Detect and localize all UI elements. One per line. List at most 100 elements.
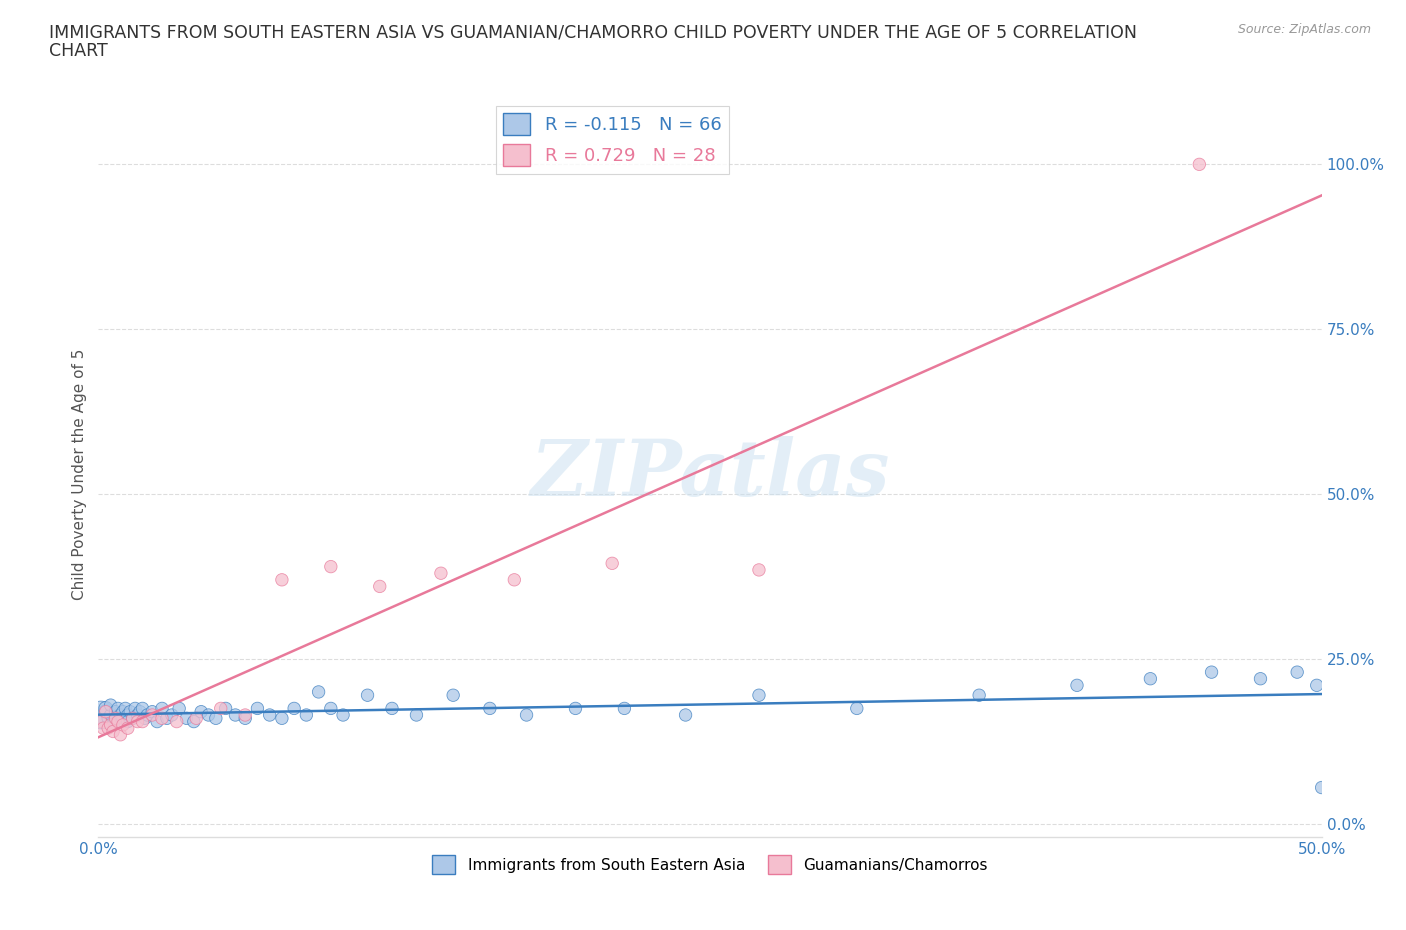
Point xyxy=(356,688,378,703)
Legend: Immigrants from South Eastern Asia, Guamanians/Chamorros: Immigrants from South Eastern Asia, Guam… xyxy=(426,849,994,880)
Point xyxy=(117,708,139,723)
Point xyxy=(1310,780,1333,795)
Point xyxy=(167,701,190,716)
Point xyxy=(478,701,501,716)
Point xyxy=(120,704,142,719)
Point xyxy=(100,698,122,712)
Point xyxy=(104,704,127,719)
Point xyxy=(224,708,246,723)
Point xyxy=(1139,671,1161,686)
Point xyxy=(183,714,205,729)
Point xyxy=(368,579,391,594)
Point xyxy=(1286,665,1309,680)
Point xyxy=(381,701,404,716)
Point xyxy=(246,701,269,716)
Point xyxy=(100,717,122,732)
Point xyxy=(1066,678,1088,693)
Y-axis label: Child Poverty Under the Age of 5: Child Poverty Under the Age of 5 xyxy=(72,349,87,600)
Point xyxy=(190,704,212,719)
Point xyxy=(613,701,636,716)
Point xyxy=(121,711,143,725)
Point xyxy=(131,714,153,729)
Point xyxy=(748,563,770,578)
Point xyxy=(100,708,122,723)
Point xyxy=(166,714,188,729)
Point xyxy=(270,572,294,587)
Point xyxy=(748,688,770,703)
Point xyxy=(430,565,453,580)
Point xyxy=(150,701,173,716)
Point xyxy=(295,708,318,723)
Point xyxy=(283,701,305,716)
Point xyxy=(124,701,146,716)
Point xyxy=(197,708,219,723)
Point xyxy=(160,708,183,723)
Point xyxy=(176,711,198,725)
Point xyxy=(156,711,179,725)
Text: ZIPatlas: ZIPatlas xyxy=(530,436,890,512)
Point xyxy=(97,711,120,725)
Point xyxy=(94,704,117,719)
Point xyxy=(121,711,143,725)
Point xyxy=(205,711,228,725)
Point xyxy=(186,711,208,725)
Point xyxy=(90,708,112,723)
Point xyxy=(214,701,236,716)
Point xyxy=(107,701,129,716)
Point xyxy=(91,721,114,736)
Point xyxy=(270,711,294,725)
Point xyxy=(146,714,169,729)
Point xyxy=(308,684,330,699)
Point xyxy=(136,708,159,723)
Point xyxy=(107,714,129,729)
Point xyxy=(600,556,623,571)
Point xyxy=(90,714,112,729)
Point xyxy=(94,701,117,716)
Point xyxy=(319,559,342,574)
Point xyxy=(111,717,134,732)
Point xyxy=(110,708,132,723)
Point xyxy=(141,708,163,723)
Point xyxy=(110,727,132,742)
Point xyxy=(233,708,256,723)
Point xyxy=(1306,678,1329,693)
Text: Source: ZipAtlas.com: Source: ZipAtlas.com xyxy=(1237,23,1371,36)
Point xyxy=(1201,665,1223,680)
Point xyxy=(1249,671,1271,686)
Point xyxy=(150,711,173,725)
Point xyxy=(675,708,697,723)
Point xyxy=(134,711,156,725)
Point xyxy=(332,708,354,723)
Point xyxy=(209,701,232,716)
Point xyxy=(111,704,134,719)
Point xyxy=(97,721,120,736)
Point xyxy=(117,721,139,736)
Point xyxy=(441,688,464,703)
Point xyxy=(94,704,117,719)
Text: CHART: CHART xyxy=(49,42,108,60)
Point xyxy=(319,701,342,716)
Point xyxy=(503,572,526,587)
Point xyxy=(131,701,153,716)
Point xyxy=(101,717,124,732)
Point xyxy=(104,711,127,725)
Point xyxy=(101,724,124,739)
Point xyxy=(111,711,134,725)
Point xyxy=(967,688,990,703)
Text: IMMIGRANTS FROM SOUTH EASTERN ASIA VS GUAMANIAN/CHAMORRO CHILD POVERTY UNDER THE: IMMIGRANTS FROM SOUTH EASTERN ASIA VS GU… xyxy=(49,23,1137,41)
Point xyxy=(127,714,149,729)
Point xyxy=(91,714,114,729)
Point xyxy=(141,704,163,719)
Point xyxy=(117,714,139,729)
Point xyxy=(1188,157,1211,172)
Point xyxy=(564,701,586,716)
Point xyxy=(259,708,281,723)
Point xyxy=(129,704,152,719)
Point xyxy=(845,701,868,716)
Point xyxy=(233,711,256,725)
Point xyxy=(127,708,149,723)
Point xyxy=(405,708,427,723)
Point xyxy=(104,711,127,725)
Point xyxy=(515,708,537,723)
Point xyxy=(114,701,136,716)
